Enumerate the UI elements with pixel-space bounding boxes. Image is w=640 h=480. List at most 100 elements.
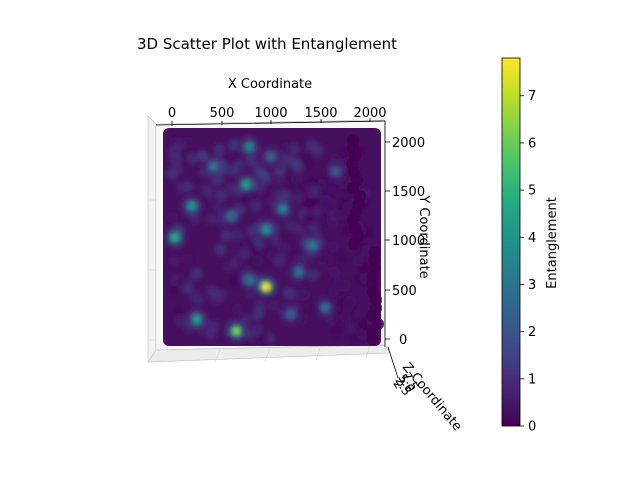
colorbar: 0 1 2 3 4 5 6 7 Entanglement xyxy=(501,57,560,435)
colorbar-tick-label: 5 xyxy=(528,184,536,199)
scatter-point xyxy=(290,221,303,234)
scatter-point xyxy=(330,324,343,337)
scatter-point xyxy=(321,303,330,312)
scatter-point xyxy=(302,212,315,225)
scatter-points xyxy=(163,128,381,346)
scatter-point xyxy=(245,142,254,151)
scatter-point xyxy=(251,255,264,268)
scatter-point xyxy=(262,282,271,291)
scatter-point xyxy=(168,145,181,158)
y-tick-label: 2000 xyxy=(392,136,425,151)
scatter-point xyxy=(280,142,293,155)
colorbar-tick-label: 0 xyxy=(528,420,536,435)
y-tick-label: 1000 xyxy=(392,234,425,249)
y-tick-label: 500 xyxy=(392,284,417,299)
scatter-point xyxy=(213,143,226,156)
x-tick-label: 1500 xyxy=(304,106,337,121)
scatter-point xyxy=(193,183,206,196)
colorbar-tick-label: 7 xyxy=(528,89,536,104)
scatter-point xyxy=(286,310,295,319)
scatter-point xyxy=(295,284,308,297)
scatter-point xyxy=(231,302,244,315)
scatter-point xyxy=(174,314,187,327)
scatter-point xyxy=(231,228,244,241)
scatter-point xyxy=(237,195,250,208)
scatter-point xyxy=(294,268,303,277)
y-tick-labels: 2000 1500 1000 500 0 xyxy=(392,136,425,348)
scatter-point xyxy=(205,285,218,298)
scatter-point xyxy=(308,241,317,250)
scatter-point xyxy=(363,226,376,239)
scatter-point xyxy=(348,332,361,345)
colorbar-tick-label: 1 xyxy=(528,372,536,387)
y-axis: 2000 1500 1000 500 0 Y Coordinate xyxy=(385,136,431,348)
scatter-point xyxy=(277,242,290,255)
x-tick-labels: 0 500 1000 1500 2000 xyxy=(168,106,387,121)
scatter-point xyxy=(347,322,360,335)
x-tick-label: 500 xyxy=(210,106,235,121)
colorbar-gradient xyxy=(501,57,521,427)
scatter-point xyxy=(228,242,241,255)
scatter-point xyxy=(367,334,379,346)
y-tick-label: 0 xyxy=(399,333,407,348)
scatter-point xyxy=(187,202,196,211)
scatter-point xyxy=(226,164,239,177)
scatter-point xyxy=(170,163,183,176)
scatter-point xyxy=(214,243,227,256)
scatter-point xyxy=(315,261,328,274)
scatter-point xyxy=(209,162,218,171)
scatter-point xyxy=(239,247,252,260)
colorbar-tick-label: 2 xyxy=(528,325,536,340)
scatter-point xyxy=(224,183,237,196)
scatter-point xyxy=(168,284,181,297)
chart-title: 3D Scatter Plot with Entanglement xyxy=(137,35,397,53)
scatter-point xyxy=(166,211,179,224)
scatter-point xyxy=(267,300,280,313)
scatter-edge-points xyxy=(346,134,384,346)
colorbar-label: Entanglement xyxy=(545,197,560,289)
scatter-point xyxy=(326,209,339,222)
scatter-point xyxy=(262,225,271,234)
scatter-point xyxy=(290,172,303,185)
scatter-point xyxy=(186,152,199,165)
scatter-point xyxy=(305,139,318,152)
scatter-point xyxy=(207,319,220,332)
x-tick-label: 0 xyxy=(168,106,176,121)
scatter-point xyxy=(348,238,360,250)
y-axis-label: Y Coordinate xyxy=(416,194,431,278)
scatter-point xyxy=(222,261,235,274)
scatter-point xyxy=(174,181,187,194)
scatter-point xyxy=(232,327,241,336)
scatter-point xyxy=(267,152,275,161)
scatter-hotspots xyxy=(163,134,348,344)
scatter-point xyxy=(352,254,365,267)
scatter-point xyxy=(168,254,181,267)
scatter-point xyxy=(278,204,287,213)
colorbar-tick-label: 6 xyxy=(528,136,536,151)
scatter-point xyxy=(343,297,356,310)
colorbar-tick-label: 3 xyxy=(528,278,536,293)
z-tick-labels: 7.5 5.0 2.5 2 xyxy=(390,370,421,399)
scatter-point xyxy=(249,200,262,213)
scatter-point xyxy=(215,189,228,202)
colorbar-ticks: 0 1 2 3 4 5 6 7 xyxy=(520,89,536,435)
z-axis-label: Z Coordinate xyxy=(399,360,465,434)
x-axis: X Coordinate 0 500 1000 1500 2000 xyxy=(168,77,387,126)
scatter-point xyxy=(242,180,251,189)
scatter-point xyxy=(247,317,260,330)
scatter-point xyxy=(192,315,201,324)
z-axis: 7.5 5.0 2.5 2 Z Coordinate xyxy=(390,360,464,434)
scatter-point xyxy=(220,229,233,242)
scatter-point xyxy=(303,198,316,211)
x-axis-label: X Coordinate xyxy=(228,77,312,92)
y-tick-label: 1500 xyxy=(392,185,425,200)
scatter-point xyxy=(245,275,254,284)
x-tick-label: 2000 xyxy=(353,106,386,121)
scatter-point xyxy=(227,211,236,220)
scatter-point xyxy=(334,252,347,265)
scatter-point xyxy=(347,182,359,194)
scatter-point xyxy=(252,307,265,320)
scatter-point xyxy=(327,241,340,254)
scatter-point xyxy=(318,199,331,212)
scatter-point xyxy=(205,213,218,226)
